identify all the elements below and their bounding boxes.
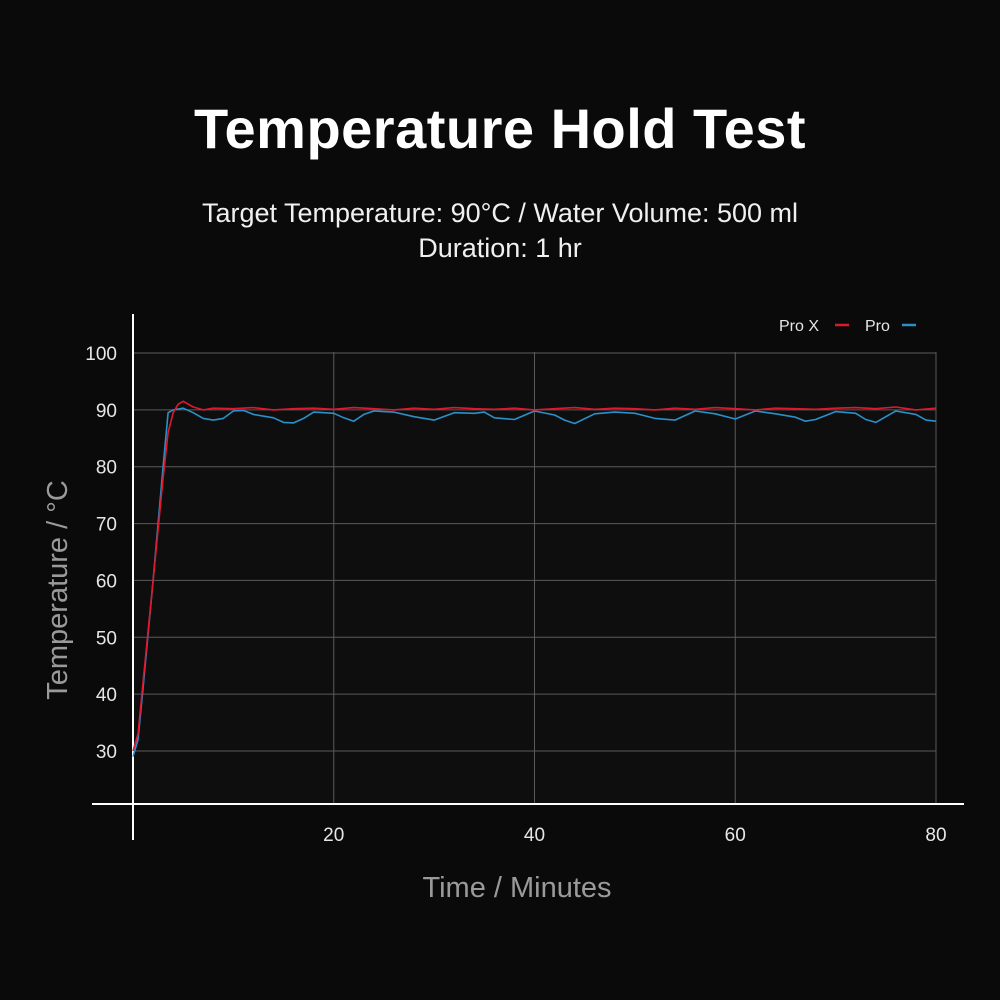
y-axis-title: Temperature / °C <box>42 480 74 700</box>
series-lines <box>132 400 937 757</box>
x-tick-label-80: 80 <box>925 825 946 846</box>
y-tick-label-100: 100 <box>85 344 117 365</box>
x-axis-title: Time / Minutes <box>422 872 611 904</box>
legend-label-pro-x: Pro X <box>779 318 819 335</box>
y-tick-label-70: 70 <box>96 515 117 536</box>
series-line-pro-x <box>132 400 937 752</box>
x-tick-label-40: 40 <box>524 825 545 846</box>
chart-title: Temperature Hold Test <box>193 97 807 160</box>
chart-subtitle-line2: Duration: 1 hr <box>418 233 582 263</box>
y-tick-label-60: 60 <box>96 571 117 592</box>
y-tick-label-90: 90 <box>96 401 117 422</box>
y-tick-label-30: 30 <box>96 742 117 763</box>
x-tick-label-20: 20 <box>323 825 344 846</box>
y-tick-label-50: 50 <box>96 628 117 649</box>
chart-subtitle-line1: Target Temperature: 90°C / Water Volume:… <box>201 198 799 228</box>
legend: Pro X Pro <box>779 318 916 335</box>
y-tick-label-80: 80 <box>96 458 117 479</box>
y-tick-label-40: 40 <box>96 685 117 706</box>
x-tick-label-60: 60 <box>725 825 746 846</box>
legend-label-pro: Pro <box>865 318 890 335</box>
axes <box>92 314 964 840</box>
series-line-pro <box>132 407 937 757</box>
tick-labels: 30 40 50 60 70 80 90 100 20 40 60 80 <box>85 344 946 846</box>
